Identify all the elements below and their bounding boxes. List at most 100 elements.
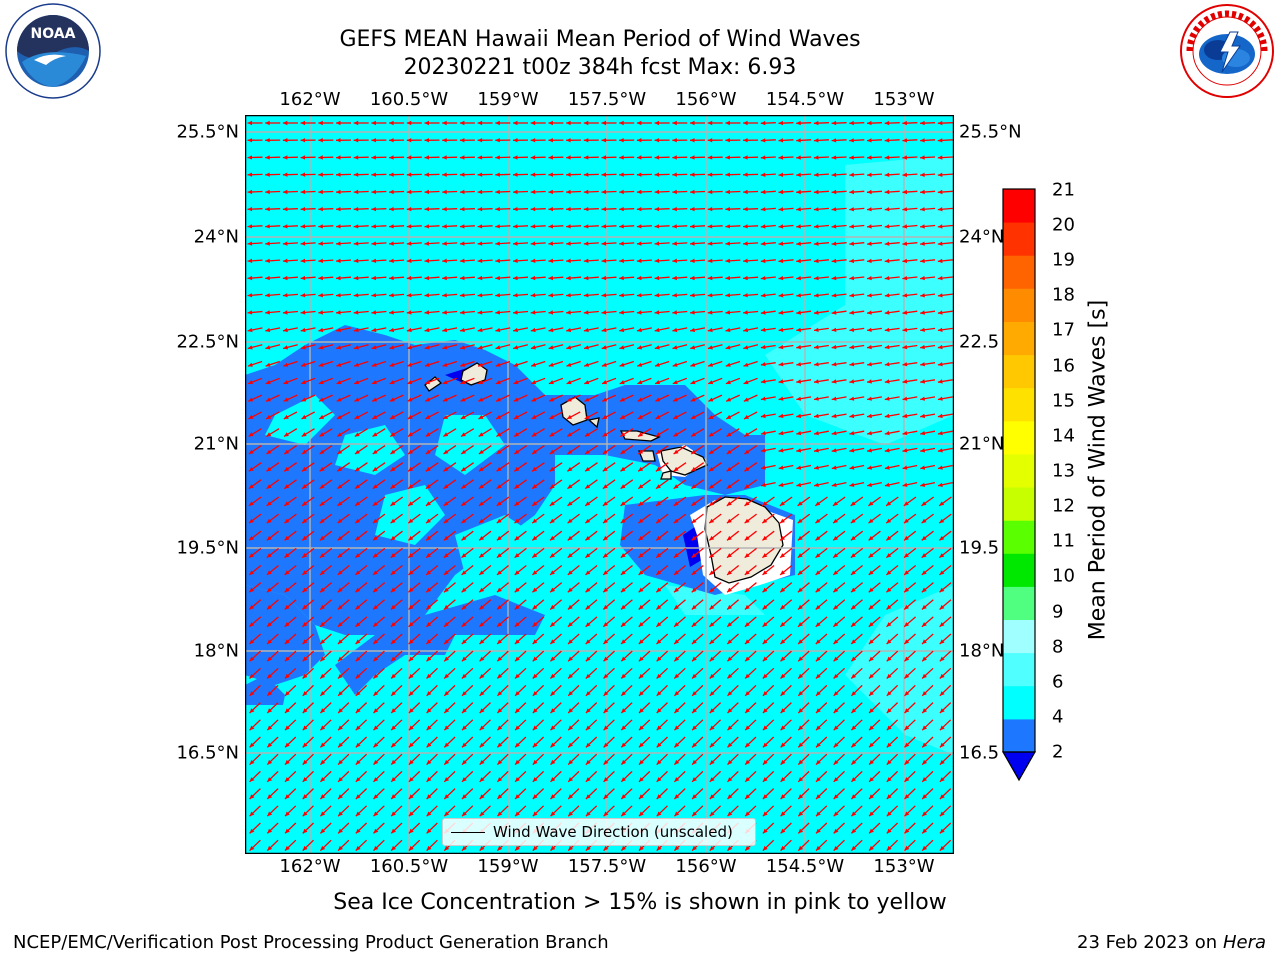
arrow-head (727, 604, 732, 610)
arrow-head (798, 673, 803, 679)
colorbar-segments (1003, 189, 1035, 753)
arrow-head (780, 794, 786, 799)
arrow-head (813, 155, 819, 160)
arrow-head (619, 258, 624, 263)
arrow-head (568, 845, 573, 851)
arrow-head (674, 725, 680, 731)
arrow-head (479, 759, 485, 765)
arrow-head (353, 189, 359, 195)
arrow-head (707, 224, 713, 229)
arrow-head (353, 345, 359, 350)
arrow-head (709, 518, 715, 524)
arrow-head (654, 172, 660, 177)
arrow-head (851, 639, 856, 644)
arrow-head (461, 501, 467, 506)
arrow-head (673, 432, 679, 437)
arrow-head (568, 811, 573, 817)
arrow-head (691, 518, 697, 524)
arrow-head (619, 155, 624, 160)
arrow-head (780, 845, 786, 851)
arrow-head (638, 466, 644, 472)
arrow-head (780, 622, 786, 627)
arrow-head (691, 432, 696, 437)
arrow-head (495, 327, 501, 333)
arrow-head (656, 691, 662, 696)
arrow-head (762, 656, 768, 662)
arrow-head (902, 362, 908, 367)
arrow-head (301, 449, 307, 454)
arrow-head (884, 258, 890, 264)
arrow-head (566, 380, 572, 385)
arrow-head (513, 414, 519, 419)
arrow-head (922, 811, 927, 817)
arrow-head (461, 466, 467, 472)
arrow-head (496, 432, 502, 437)
arrow-head (620, 553, 626, 558)
arrow-head (355, 484, 360, 489)
arrow-head (406, 241, 412, 246)
arrow-head (443, 466, 449, 472)
arrow-head (796, 379, 802, 384)
arrow-head (603, 518, 608, 524)
arrow-head (408, 691, 414, 696)
arrow-head (337, 432, 342, 437)
arrow-head (851, 604, 856, 610)
arrow-head (319, 518, 325, 524)
arrow-head (283, 397, 289, 402)
arrow-head (479, 811, 485, 817)
arrow-head (532, 845, 538, 851)
arrow-head (550, 553, 555, 558)
arrow-head (338, 742, 343, 748)
arrow-head (550, 777, 556, 782)
arrow-head (778, 293, 784, 298)
arrow-head (444, 777, 450, 782)
arrow-head (833, 570, 839, 575)
arrow-head (336, 172, 341, 177)
arrow-head (461, 484, 467, 489)
arrow-head (709, 845, 715, 851)
arrow-head (495, 207, 500, 212)
arrow-head (513, 241, 518, 246)
arrow-head (884, 172, 890, 177)
arrow-head (886, 673, 892, 679)
arrow-head (442, 327, 448, 333)
arrow-head (583, 120, 589, 126)
arrow-head (814, 465, 819, 470)
arrow-head (355, 570, 361, 575)
arrow-head (442, 241, 447, 246)
arrow-head (690, 241, 695, 246)
arrow-head (798, 725, 804, 731)
arrow-head (568, 742, 573, 748)
arrow-head (886, 777, 892, 782)
arrow-head (796, 172, 801, 177)
arrow-head (408, 777, 414, 782)
arrow-head (549, 466, 555, 472)
arrow-head (371, 380, 377, 385)
arrow-head (549, 397, 555, 402)
arrow-head (796, 120, 801, 126)
arrow-head (638, 553, 644, 558)
arrow-head (408, 845, 414, 851)
arrow-head (354, 432, 360, 437)
map-legend: Wind Wave Direction (unscaled) (442, 818, 756, 846)
arrow-head (267, 777, 273, 782)
arrow-head (851, 845, 857, 851)
arrow-head (796, 293, 801, 298)
arrow-head (691, 570, 697, 575)
arrow-head (353, 241, 359, 246)
arrow-head (869, 691, 874, 696)
arrow-head (798, 845, 804, 851)
arrow-head (601, 362, 607, 367)
arrow-head (424, 345, 430, 350)
arrow-head (745, 742, 750, 748)
arrow-head (674, 794, 680, 799)
arrow-head (744, 570, 750, 575)
arrow-head (426, 518, 431, 524)
arrow-head (319, 449, 325, 454)
arrow-head (584, 414, 590, 419)
arrow-head (603, 570, 608, 575)
arrow-head (744, 535, 750, 541)
colorbar-segment (1003, 685, 1035, 720)
arrow-head (603, 794, 609, 799)
arrow-head (619, 138, 624, 143)
